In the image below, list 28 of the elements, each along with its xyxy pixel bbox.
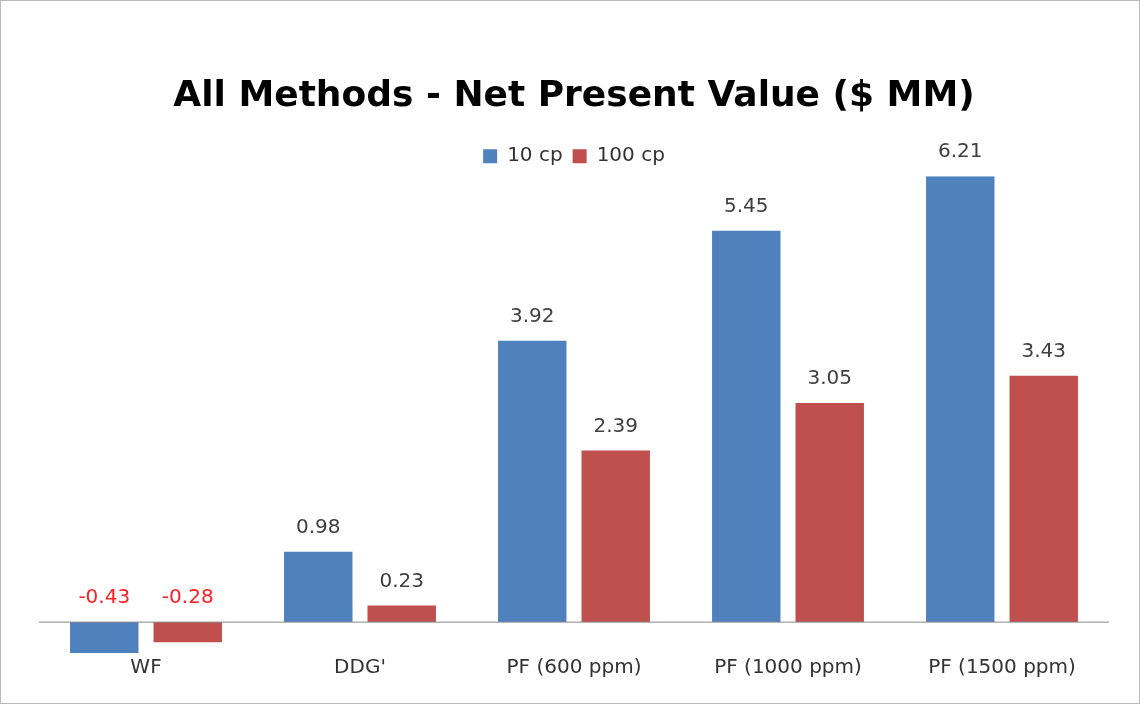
x-tick-label: PF (1000 ppm) bbox=[714, 654, 862, 679]
x-tick-label: DDG' bbox=[334, 654, 386, 679]
bar bbox=[70, 622, 139, 653]
bar bbox=[284, 551, 353, 623]
data-label: 0.23 bbox=[379, 567, 424, 592]
data-label: 0.98 bbox=[296, 513, 341, 538]
x-tick-label: PF (1500 ppm) bbox=[928, 654, 1076, 679]
data-label: 3.05 bbox=[807, 365, 852, 390]
x-tick-label: PF (600 ppm) bbox=[506, 654, 642, 679]
data-label: 6.21 bbox=[938, 138, 983, 163]
bar bbox=[795, 403, 864, 623]
bar bbox=[367, 605, 436, 623]
bar bbox=[581, 450, 650, 623]
data-label: 2.39 bbox=[593, 412, 638, 437]
bar bbox=[1009, 375, 1078, 623]
data-label: 3.92 bbox=[510, 302, 555, 327]
chart-title: All Methods - Net Present Value ($ MM) bbox=[173, 72, 975, 114]
data-label: 3.43 bbox=[1021, 338, 1066, 363]
bar bbox=[153, 622, 222, 643]
legend-label: 10 cp bbox=[507, 142, 563, 167]
data-label: -0.28 bbox=[161, 584, 214, 609]
x-tick-label: WF bbox=[130, 654, 162, 679]
bar bbox=[926, 176, 995, 623]
bar bbox=[712, 230, 781, 623]
data-label: -0.43 bbox=[78, 584, 131, 609]
data-label: 5.45 bbox=[724, 192, 769, 217]
legend-label: 100 cp bbox=[596, 142, 665, 167]
bar bbox=[498, 340, 567, 623]
